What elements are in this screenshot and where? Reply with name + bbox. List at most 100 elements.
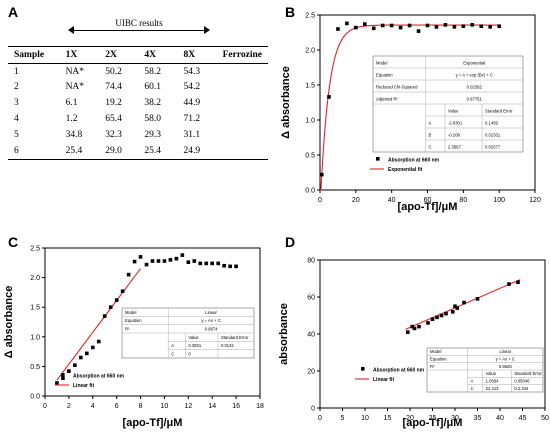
data-point (443, 23, 448, 27)
cell-ferrozine (217, 95, 268, 111)
data-point (126, 272, 131, 277)
data-point (479, 24, 484, 28)
cell-ferrozine (217, 80, 268, 96)
fit-line (56, 268, 141, 381)
x-tick-label: 16 (232, 403, 240, 410)
x-tick-label: 18 (256, 403, 264, 410)
y-tick-label: 1.0 (305, 118, 315, 125)
cell-sample: 5 (14, 129, 19, 140)
arrow-left-icon (68, 26, 74, 34)
fit-table-param: 22.413 (486, 386, 499, 391)
chart-d: 0 5 10 15 20 25 30 35 40 45 50 0 20 40 60 80 [apo-Tf]/μM… (278, 258, 549, 430)
fit-table-param: 0.05046 (514, 378, 530, 383)
fit-table-param: 0.1459 (485, 120, 498, 125)
data-point (354, 25, 358, 30)
fit-table-param: 0.0142 (221, 343, 234, 348)
fit-results-table: Model Linear Equation y = Ax + C R² 0.9628Val… (426, 347, 544, 393)
cell-1x: NA* (65, 66, 85, 77)
data-point (186, 260, 191, 265)
data-point (156, 259, 161, 263)
data-point (470, 23, 475, 27)
data-point (345, 21, 349, 26)
legend-label-fit: Linear fit (73, 383, 94, 389)
cell-ferrozine (217, 63, 268, 79)
cell-4x: 25.4 (138, 142, 178, 160)
fit-table-value: y = Ax + C (201, 318, 220, 323)
data-point (462, 300, 466, 305)
col-header-4x: 4X (138, 46, 178, 64)
fit-table-value: Linear (499, 349, 511, 354)
data-point (430, 317, 435, 321)
fit-table-param: A (471, 378, 474, 383)
data-point (180, 253, 185, 257)
data-point (138, 255, 143, 259)
uibc-arrow-line (70, 30, 208, 31)
fit-table-value: y = A + exp (Bx) + C (456, 72, 493, 77)
data-point (516, 280, 520, 284)
arrow-right-icon (204, 26, 210, 34)
data-point (412, 326, 417, 331)
x-tick-label: 120 (529, 197, 541, 204)
legend: Absorption at 660 nm Linear fit (355, 367, 425, 383)
x-tick-label: 15 (384, 415, 392, 422)
data-point (114, 298, 119, 302)
data-point (168, 258, 173, 262)
legend-marker-points (376, 157, 380, 161)
data-point (434, 25, 439, 29)
x-tick-label: 10 (361, 415, 369, 422)
col-header-8x: 8X (177, 46, 217, 64)
data-point (150, 259, 155, 263)
fit-table-param: C (429, 144, 432, 149)
data-point (425, 23, 430, 28)
data-point (452, 25, 457, 29)
legend-marker-points (361, 367, 365, 371)
data-point (85, 351, 89, 356)
x-tick-label: 100 (493, 197, 505, 204)
fit-table-label: Equation (125, 318, 142, 323)
data-point (222, 263, 226, 268)
y-tick-label: 2.0 (30, 275, 40, 282)
y-tick-label: 1.0 (30, 334, 40, 341)
col-header-1x: 1X (59, 46, 100, 64)
data-point (453, 304, 457, 309)
fit-results-table: Model Exponential Equation y = A + exp (Bx)… (372, 55, 524, 153)
fit-table-label: Equation (376, 72, 393, 77)
x-tick-label: 10 (161, 403, 169, 410)
x-tick-label: 5 (341, 415, 345, 422)
y-tick-label: 2.5 (30, 246, 40, 253)
legend-marker-points (61, 373, 65, 377)
cell-4x: 58.0 (144, 114, 161, 125)
cell-1x: NA* (65, 82, 85, 93)
chart-c: 0 2 4 6 8 10 12 14 16 18 0.0 0.5 1.0 1.5 2.0 2.5 [apo-Tf… (3, 246, 264, 430)
data-point (389, 23, 394, 28)
data-point (319, 172, 324, 177)
x-tick-label: 35 (474, 415, 482, 422)
data-point (507, 282, 511, 286)
cell-sample: 6 (8, 142, 60, 160)
fit-table-value: Linear (205, 310, 217, 315)
x-tick-label: 0 (43, 403, 47, 410)
data-point (204, 261, 209, 266)
cell-2x: 19.2 (105, 98, 122, 109)
data-point (426, 321, 430, 325)
fit-table-value: 0.9628 (499, 364, 512, 369)
data-point (210, 261, 215, 266)
x-tick-label: 50 (541, 415, 549, 422)
fit-table-param: 2.3567 (448, 144, 461, 149)
x-tick-label: 0 (318, 197, 322, 204)
col-header-ferrozine: Ferrozine (216, 46, 268, 64)
uibc-group-header: UIBC results (68, 18, 210, 38)
data-point (162, 259, 167, 263)
fit-table-param-header: Standard Error (514, 371, 542, 376)
cell-8x: 54.3 (183, 66, 201, 77)
cell-8x: 44.9 (183, 98, 201, 109)
data-point (488, 25, 493, 29)
x-tick-label: 45 (519, 415, 527, 422)
legend-label-points: Absorption at 660 nm (388, 158, 440, 164)
fit-table-label: Reduced Chi-Squared (376, 84, 418, 89)
fit-table-param: 0.02331 (485, 132, 501, 137)
data-point (234, 264, 238, 269)
fit-table-value: y = Ax + C (496, 356, 515, 361)
cell-8x: 24.9 (177, 142, 217, 160)
col-header-2x: 2X (99, 46, 139, 64)
